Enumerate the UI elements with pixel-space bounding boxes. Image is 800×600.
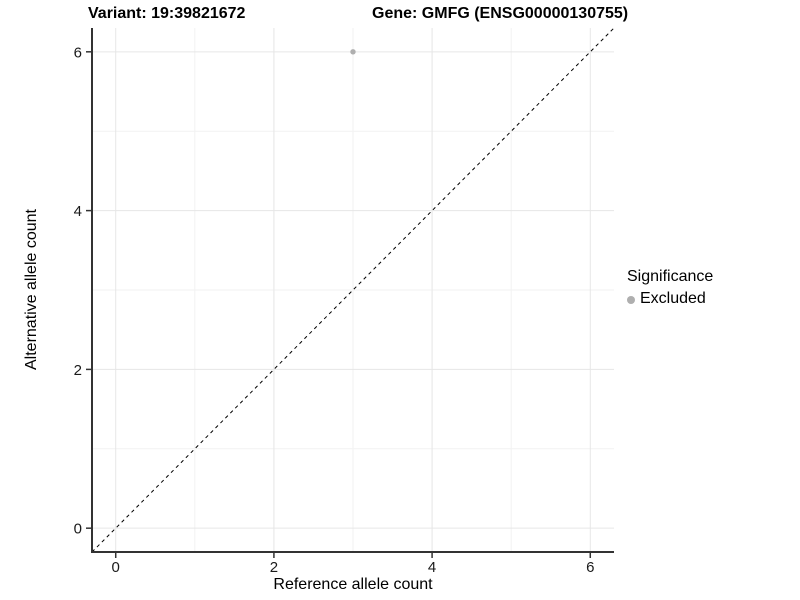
x-tick-label: 6 xyxy=(586,559,594,576)
identity-line xyxy=(91,27,615,553)
y-tick-label: 2 xyxy=(74,362,82,379)
plot-title-variant: Variant: 19:39821672 xyxy=(88,5,246,22)
y-tick-label: 6 xyxy=(74,44,82,61)
y-tick-label: 4 xyxy=(74,203,82,220)
y-axis-title: Alternative allele count xyxy=(23,209,40,371)
data-point xyxy=(350,49,356,55)
plot-title-gene: Gene: GMFG (ENSG00000130755) xyxy=(372,5,629,22)
legend: Significance Excluded xyxy=(627,268,713,309)
x-tick-label: 4 xyxy=(428,559,436,576)
legend-entry-label: Excluded xyxy=(640,290,706,308)
y-tick-label: 0 xyxy=(74,521,82,538)
x-tick-label: 2 xyxy=(270,559,278,576)
legend-title: Significance xyxy=(627,268,714,285)
x-tick-label: 0 xyxy=(112,559,120,576)
legend-key-dot xyxy=(627,295,635,304)
legend-entry: Excluded xyxy=(627,290,713,308)
x-axis-title: Reference allele count xyxy=(273,576,433,593)
